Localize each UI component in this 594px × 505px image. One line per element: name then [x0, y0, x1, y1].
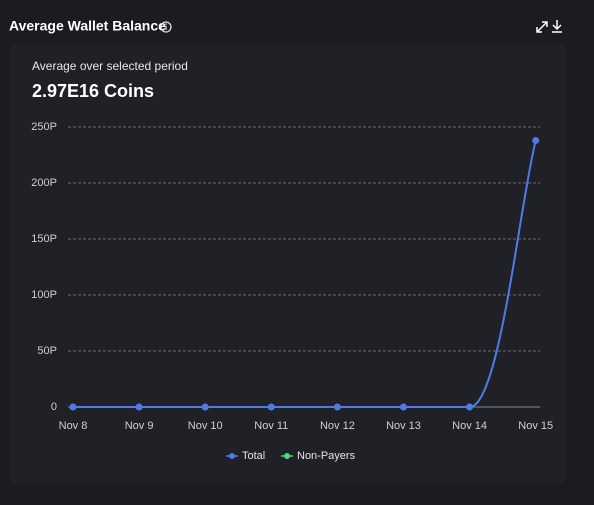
- data-point: [201, 403, 209, 411]
- x-tick-label: Nov 15: [518, 420, 553, 432]
- y-tick-label: 200P: [31, 177, 57, 189]
- x-tick-label: Nov 10: [188, 420, 223, 432]
- x-tick-label: Nov 13: [386, 420, 421, 432]
- x-tick-label: Nov 14: [452, 420, 487, 432]
- info-icon[interactable]: [160, 21, 172, 33]
- x-tick-label: Nov 11: [254, 420, 288, 432]
- legend-label[interactable]: Non-Payers: [297, 450, 356, 462]
- x-tick-label: Nov 9: [125, 420, 154, 432]
- data-point: [333, 403, 341, 411]
- data-point: [69, 403, 77, 411]
- download-icon[interactable]: [552, 20, 562, 33]
- chart-title: Average Wallet Balance: [9, 18, 166, 34]
- data-point: [532, 136, 540, 144]
- data-point: [400, 403, 407, 411]
- y-tick-label: 100P: [31, 289, 57, 301]
- legend-marker: [229, 453, 235, 459]
- card: [10, 44, 566, 484]
- x-tick-label: Nov 12: [320, 420, 355, 432]
- y-tick-label: 0: [51, 401, 57, 413]
- data-point: [135, 403, 143, 411]
- y-tick-label: 150P: [31, 233, 57, 245]
- legend-marker: [284, 453, 290, 459]
- data-point: [267, 403, 275, 411]
- y-tick-label: 50P: [37, 345, 57, 357]
- data-point: [466, 403, 474, 411]
- legend-label[interactable]: Total: [242, 450, 265, 462]
- x-tick-label: Nov 8: [59, 420, 88, 432]
- expand-icon[interactable]: [536, 21, 548, 33]
- subtitle: Average over selected period: [32, 59, 188, 73]
- headline-value: 2.97E16 Coins: [32, 81, 154, 101]
- y-tick-label: 250P: [31, 121, 57, 133]
